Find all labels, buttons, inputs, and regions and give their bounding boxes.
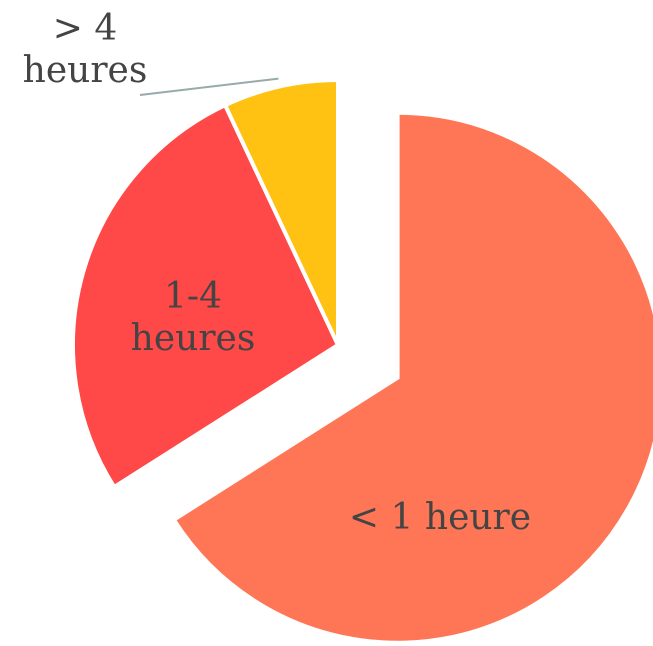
slice-label: 1-4 heures: [130, 276, 256, 359]
pie-slice: [171, 110, 653, 645]
slice-label: > 4 heures: [22, 8, 148, 91]
leader-line: [139, 77, 279, 96]
pie-slice: [71, 102, 341, 490]
pie-slice: [222, 77, 340, 346]
slice-label: < 1 heure: [348, 497, 532, 538]
